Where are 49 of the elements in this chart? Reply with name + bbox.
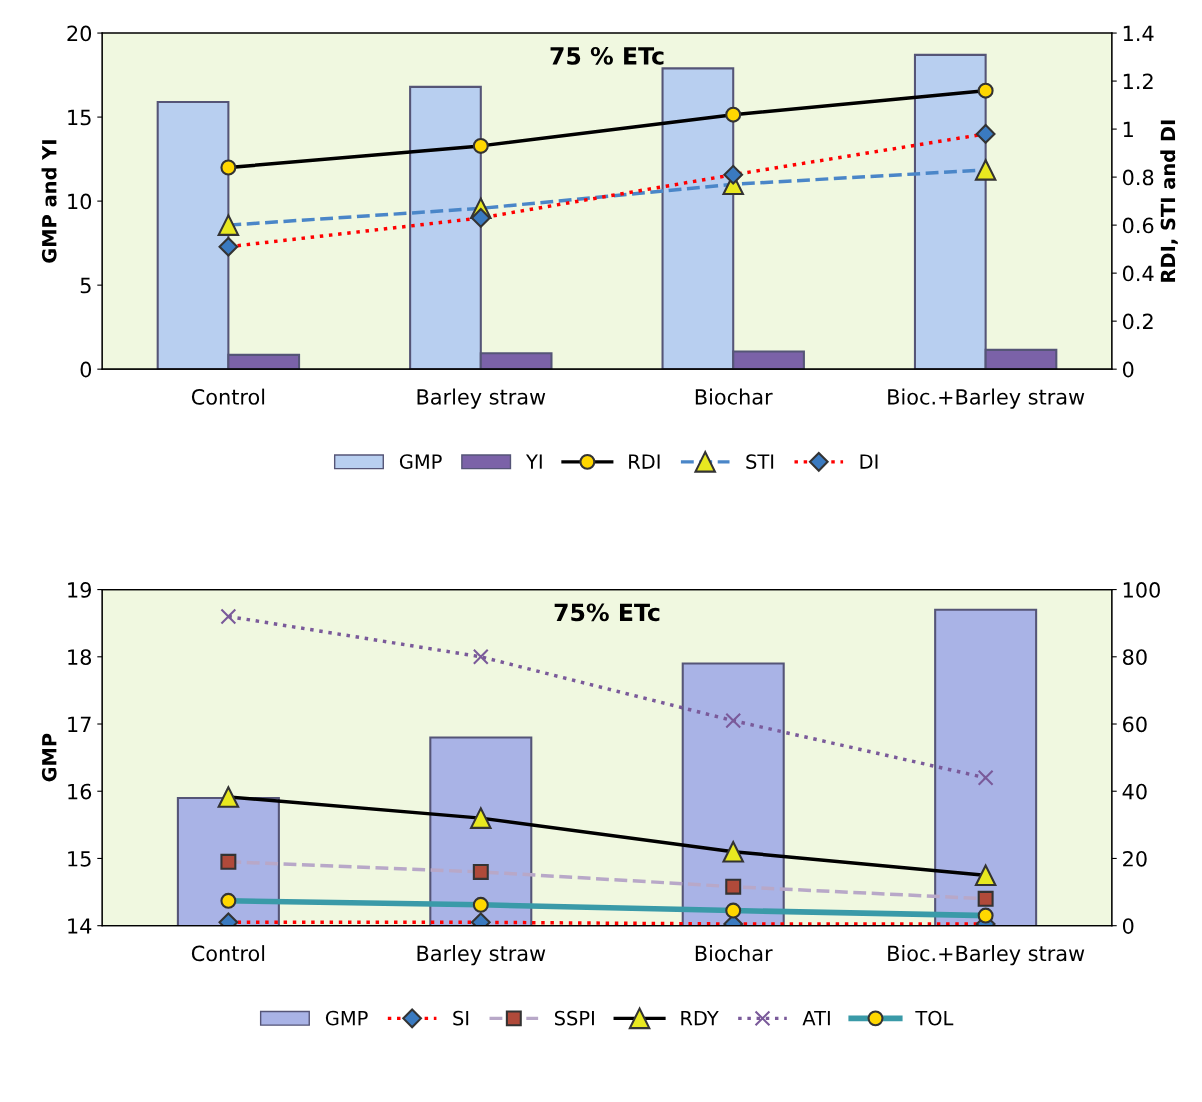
x-tick-label: Bioc.+Barley straw: [888, 388, 1085, 409]
y-tick-label: 20: [67, 25, 92, 42]
y-tick-label: 18: [68, 649, 92, 665]
legend-label: RDY: [681, 1011, 719, 1026]
y2-tick-label: 0.2: [1122, 313, 1153, 330]
legend-label: SSPI: [554, 1010, 594, 1026]
x-tick-label: Control: [191, 945, 265, 962]
legend-label: STI: [746, 454, 774, 469]
y2-tick-label: 1.4: [1123, 25, 1154, 41]
x-tick-label: Biochar: [695, 945, 773, 962]
y-tick-label: 14: [68, 918, 92, 934]
x-tick-label: Biochar: [695, 388, 773, 405]
y2-tick-label: 0: [1122, 361, 1134, 378]
y-tick-label: 0: [80, 361, 92, 378]
legend-label: SI: [453, 1010, 469, 1026]
y-tick-label: 15: [68, 851, 91, 867]
y2-tick-label: 0: [1122, 918, 1134, 934]
legend-label: GMP: [399, 454, 442, 469]
y2-tick-label: 1: [1123, 121, 1133, 138]
legend-label: DI: [860, 454, 878, 469]
x-tick-label: Barley straw: [417, 388, 546, 409]
y-tick-label: 16: [68, 783, 92, 800]
legend-label: YI: [525, 454, 542, 469]
x-tick-label: Bioc.+Barley straw: [888, 945, 1085, 966]
y2-tick-label: 60: [1123, 716, 1147, 733]
y2-tick-label: 80: [1122, 649, 1147, 665]
y-tick-label: 5: [80, 277, 91, 294]
y-tick-label: 15: [68, 109, 91, 126]
y-tick-label: 19: [68, 582, 91, 598]
y2-tick-label: 0.8: [1122, 169, 1154, 186]
y2-tick-label: 0.6: [1122, 217, 1154, 234]
y2-axis-title: RDI, STI and DI: [1160, 120, 1178, 282]
legend-label: RDI: [629, 454, 660, 469]
y2-tick-label: 1.2: [1123, 73, 1153, 89]
y2-tick-label: 0.4: [1122, 265, 1154, 282]
y-axis-title: GMP and YI: [41, 140, 57, 263]
y2-tick-label: 20: [1123, 850, 1147, 867]
legend-label: TOL: [915, 1010, 954, 1026]
legend-label: ATI: [802, 1011, 830, 1026]
y-axis-title: GMP: [41, 733, 57, 782]
x-tick-label: Control: [191, 388, 265, 405]
y-tick-label: 10: [68, 193, 92, 210]
chart-title: 75% ETc: [554, 603, 660, 622]
y2-tick-label: 100: [1123, 582, 1160, 598]
y-tick-label: 17: [68, 716, 91, 732]
chart-title: 75 % ETc: [550, 46, 664, 65]
legend-label: GMP: [325, 1010, 368, 1026]
y2-tick-label: 40: [1122, 783, 1147, 800]
x-tick-label: Barley straw: [417, 945, 546, 966]
